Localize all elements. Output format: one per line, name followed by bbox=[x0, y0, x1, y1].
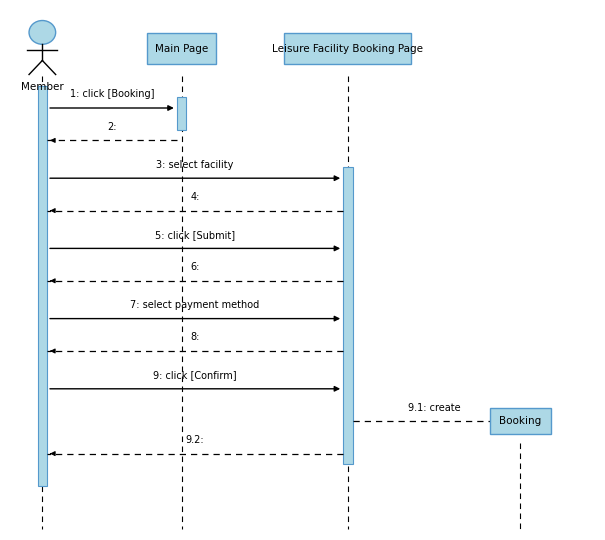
Text: Leisure Facility Booking Page: Leisure Facility Booking Page bbox=[272, 44, 424, 53]
FancyBboxPatch shape bbox=[343, 167, 353, 464]
FancyBboxPatch shape bbox=[38, 86, 47, 486]
Text: 6:: 6: bbox=[191, 262, 200, 272]
Text: 9.1: create: 9.1: create bbox=[408, 402, 460, 413]
Circle shape bbox=[29, 21, 56, 44]
FancyBboxPatch shape bbox=[284, 33, 411, 64]
Text: 4:: 4: bbox=[191, 192, 200, 202]
Text: 9: click [Confirm]: 9: click [Confirm] bbox=[153, 370, 237, 380]
Text: 9.2:: 9.2: bbox=[186, 435, 204, 445]
Text: 5: click [Submit]: 5: click [Submit] bbox=[155, 230, 235, 240]
Text: 7: select payment method: 7: select payment method bbox=[131, 300, 260, 310]
FancyBboxPatch shape bbox=[490, 408, 551, 434]
Text: Booking: Booking bbox=[499, 416, 541, 426]
Text: 8:: 8: bbox=[191, 332, 200, 342]
Text: Main Page: Main Page bbox=[155, 44, 208, 53]
FancyBboxPatch shape bbox=[177, 97, 186, 130]
Text: 2:: 2: bbox=[107, 122, 117, 132]
Text: 3: select facility: 3: select facility bbox=[157, 159, 234, 170]
FancyBboxPatch shape bbox=[146, 33, 217, 64]
Text: 1: click [Booking]: 1: click [Booking] bbox=[70, 89, 154, 99]
Text: Member: Member bbox=[21, 82, 64, 92]
